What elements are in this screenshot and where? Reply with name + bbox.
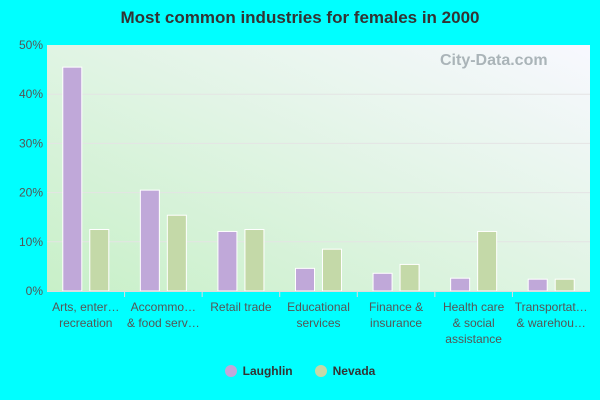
y-tick-label: 40% [19, 87, 43, 101]
legend: Laughlin Nevada [0, 364, 600, 378]
bar-laughlin [372, 272, 393, 292]
bar-laughlin [62, 66, 83, 292]
x-category-label: Retail trade [210, 300, 272, 314]
chart-title: Most common industries for females in 20… [120, 8, 480, 27]
watermark-logo: City-Data.com [440, 52, 548, 69]
legend-item-nevada: Nevada [314, 364, 376, 378]
x-category-label: Transportat… [515, 300, 588, 314]
x-category-label: assistance [445, 332, 502, 346]
x-category-label: services [296, 316, 340, 330]
bar-nevada [554, 278, 575, 292]
bar-laughlin [450, 277, 471, 292]
x-category-label: Health care [443, 300, 505, 314]
y-tick-label: 10% [19, 235, 43, 249]
y-tick-label: 0% [26, 284, 44, 298]
bar-laughlin [217, 230, 238, 292]
legend-label: Laughlin [242, 364, 293, 378]
bar-nevada [322, 248, 342, 292]
plot-area [47, 45, 590, 291]
bar-laughlin [139, 189, 160, 292]
y-tick-label: 30% [19, 136, 43, 150]
y-tick-label: 20% [19, 186, 43, 200]
bar-nevada [477, 230, 498, 292]
legend-label: Nevada [332, 364, 376, 378]
bar-nevada [89, 229, 110, 292]
legend-swatch [224, 365, 237, 377]
bar-nevada [244, 229, 265, 292]
bar-laughlin [527, 278, 548, 292]
x-category-label: Arts, enter… [52, 300, 119, 314]
legend-swatch [314, 365, 327, 377]
bar-laughlin [295, 267, 315, 292]
bar-nevada [166, 214, 187, 292]
x-category-label: Educational [287, 300, 350, 314]
y-tick-label: 50% [19, 38, 43, 52]
x-category-label: insurance [370, 316, 422, 330]
x-category-label: & food serv… [127, 316, 200, 330]
x-category-label: Finance & [369, 300, 423, 314]
x-category-label: Accommo… [131, 300, 196, 314]
legend-item-laughlin: Laughlin [224, 364, 293, 378]
x-category-label: recreation [59, 316, 112, 330]
x-category-label: & warehou… [517, 316, 586, 330]
bar-nevada [399, 263, 420, 292]
x-category-label: & social [453, 316, 495, 330]
